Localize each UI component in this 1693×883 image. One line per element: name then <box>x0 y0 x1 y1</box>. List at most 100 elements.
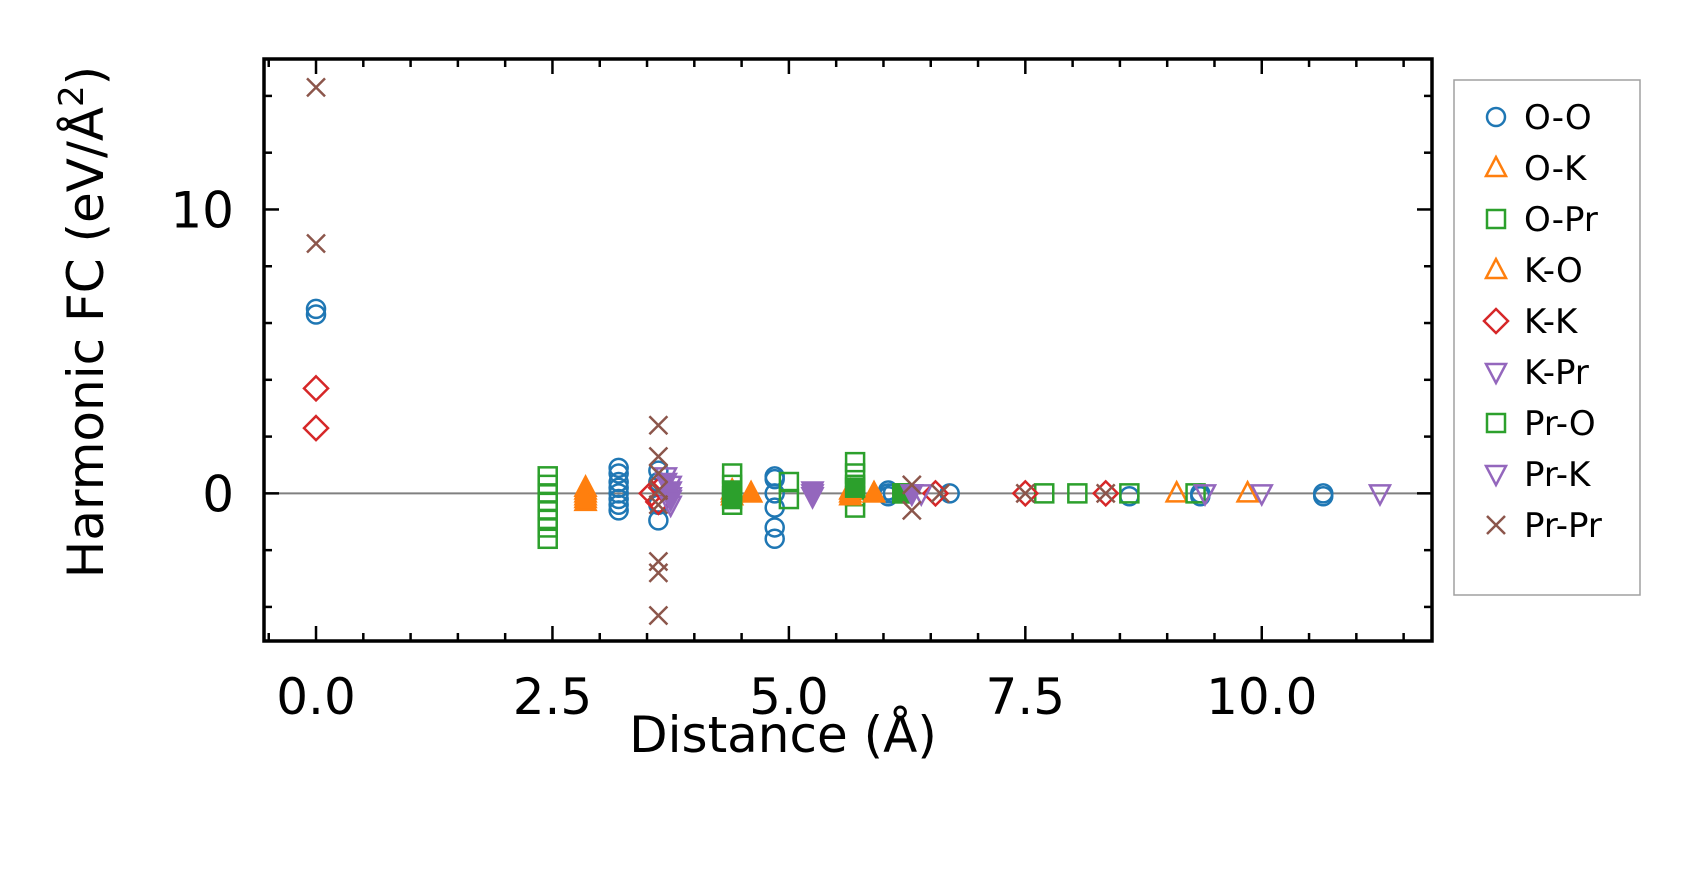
data-point <box>764 483 785 504</box>
legend-box <box>1453 79 1641 596</box>
data-point <box>648 562 669 583</box>
data-point <box>608 463 629 484</box>
legend-label: K-Pr <box>1524 353 1589 393</box>
legend-marker <box>1483 256 1509 280</box>
data-point <box>778 488 800 510</box>
legend-label: O-K <box>1524 149 1588 189</box>
legend-item: O-O <box>1485 98 1592 138</box>
data-point <box>302 414 330 442</box>
legend-marker <box>1486 515 1506 535</box>
data-point <box>1192 484 1218 508</box>
data-point <box>764 468 785 490</box>
y-tick-label: 0 <box>202 465 234 523</box>
data-point <box>1249 484 1274 508</box>
data-point <box>537 517 558 538</box>
legend-marker <box>1483 154 1509 178</box>
data-point <box>648 480 669 501</box>
plot-area <box>262 57 1434 643</box>
x-tick-label: 5.0 <box>749 668 829 726</box>
y-tick-labels: 0 10 <box>170 181 234 523</box>
legend-marker <box>1485 208 1507 230</box>
data-point <box>1164 479 1189 503</box>
x-tick-label: 0.0 <box>276 668 356 726</box>
legend-label: Pr-Pr <box>1524 506 1602 546</box>
x-tick-label: 7.5 <box>986 668 1066 726</box>
data-point <box>800 486 825 510</box>
legend-item: Pr-O <box>1485 404 1596 444</box>
legend-item: K-O <box>1483 251 1583 291</box>
data-point <box>1119 483 1140 504</box>
y-axis-title-superscript: 2 <box>52 85 92 107</box>
data-point <box>861 479 887 503</box>
data-point <box>1367 484 1393 508</box>
data-point <box>608 488 629 510</box>
data-point <box>608 500 629 521</box>
data-point <box>1095 483 1116 504</box>
x-axis-title: Distance (Å) <box>629 706 937 764</box>
legend-item: Pr-Pr <box>1486 506 1602 546</box>
data-point <box>305 304 327 325</box>
axis-ticks <box>264 59 1432 641</box>
legend-item: Pr-K <box>1483 455 1592 495</box>
data-point <box>721 488 743 510</box>
x-tick-label: 2.5 <box>513 668 593 726</box>
data-point <box>1033 483 1055 504</box>
legend-item: O-Pr <box>1485 200 1598 240</box>
y-axis-title-close: ) <box>57 66 115 86</box>
data-points-layer <box>302 77 1393 626</box>
data-point <box>844 451 866 473</box>
legend-item: K-K <box>1482 302 1579 342</box>
data-point <box>648 494 669 515</box>
x-tick-label: 10.0 <box>1206 668 1317 726</box>
data-point <box>901 500 922 521</box>
data-point <box>844 477 866 498</box>
data-point <box>1312 485 1334 507</box>
data-point <box>306 233 326 254</box>
legend-item: O-K <box>1483 149 1588 189</box>
data-point <box>573 488 598 512</box>
legend-label: Pr-K <box>1524 455 1592 495</box>
y-axis-title-text: Harmonic FC (eV/Å <box>57 107 115 578</box>
data-point <box>1067 483 1088 504</box>
data-point <box>305 298 327 320</box>
legend-label: K-K <box>1524 302 1579 342</box>
legend-marker <box>1482 307 1510 335</box>
legend-label: O-Pr <box>1524 200 1598 240</box>
legend: O-O O-K O-Pr K-O K-K K-Pr Pr-O Pr-K Pr-Pr <box>1453 79 1641 596</box>
legend-marker <box>1485 412 1507 434</box>
data-point <box>608 457 629 479</box>
data-point <box>1015 483 1036 504</box>
y-tick-label: 10 <box>170 181 234 239</box>
legend-marker <box>1483 362 1509 386</box>
data-point <box>930 483 951 504</box>
data-point <box>302 374 330 403</box>
data-point <box>537 528 558 550</box>
legend-label: Pr-O <box>1524 404 1596 444</box>
legend-marker <box>1483 464 1509 488</box>
data-point <box>764 528 785 550</box>
data-point <box>648 463 669 484</box>
data-point <box>1235 479 1260 503</box>
series-Pr-Pr <box>306 77 1116 626</box>
data-point <box>648 510 669 531</box>
legend-item: K-Pr <box>1483 353 1589 393</box>
data-point <box>648 415 669 436</box>
data-point <box>608 494 629 515</box>
data-point <box>1091 479 1120 508</box>
data-point <box>1011 479 1040 508</box>
data-point <box>738 479 764 503</box>
y-axis-title: Harmonic FC (eV/Å2) <box>52 66 115 578</box>
legend-items: O-O O-K O-Pr K-O K-K K-Pr Pr-O Pr-K Pr-Pr <box>1482 98 1602 546</box>
x-tick-labels: 0.0 2.5 5.0 7.5 10.0 <box>276 668 1317 726</box>
data-point <box>306 77 326 98</box>
legend-label: O-O <box>1524 98 1592 138</box>
data-point <box>901 474 922 495</box>
data-point <box>648 605 669 626</box>
plot-frame <box>262 57 1434 643</box>
data-point <box>648 446 669 467</box>
legend-label: K-O <box>1524 251 1583 291</box>
data-point <box>764 517 785 538</box>
legend-marker <box>1485 106 1507 128</box>
